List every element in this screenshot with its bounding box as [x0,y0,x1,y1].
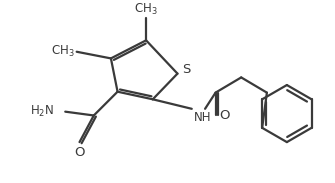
Text: CH$_3$: CH$_3$ [51,44,75,59]
Text: O: O [219,109,230,122]
Text: H$_2$N: H$_2$N [30,104,54,119]
Text: S: S [182,63,191,76]
Text: CH$_3$: CH$_3$ [134,1,158,16]
Text: NH: NH [194,111,211,124]
Text: O: O [74,146,85,159]
